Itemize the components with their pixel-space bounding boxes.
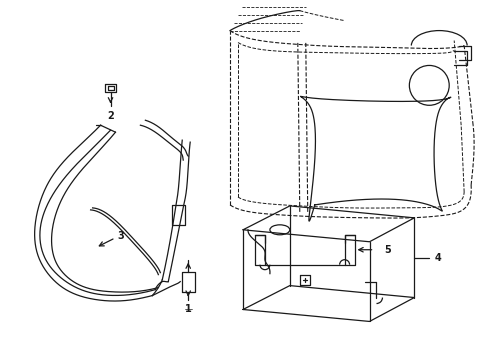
Text: 3: 3 [117, 231, 123, 241]
Text: 2: 2 [107, 111, 114, 121]
Text: 1: 1 [184, 305, 191, 315]
Text: 5: 5 [384, 245, 390, 255]
Text: 4: 4 [433, 253, 440, 263]
